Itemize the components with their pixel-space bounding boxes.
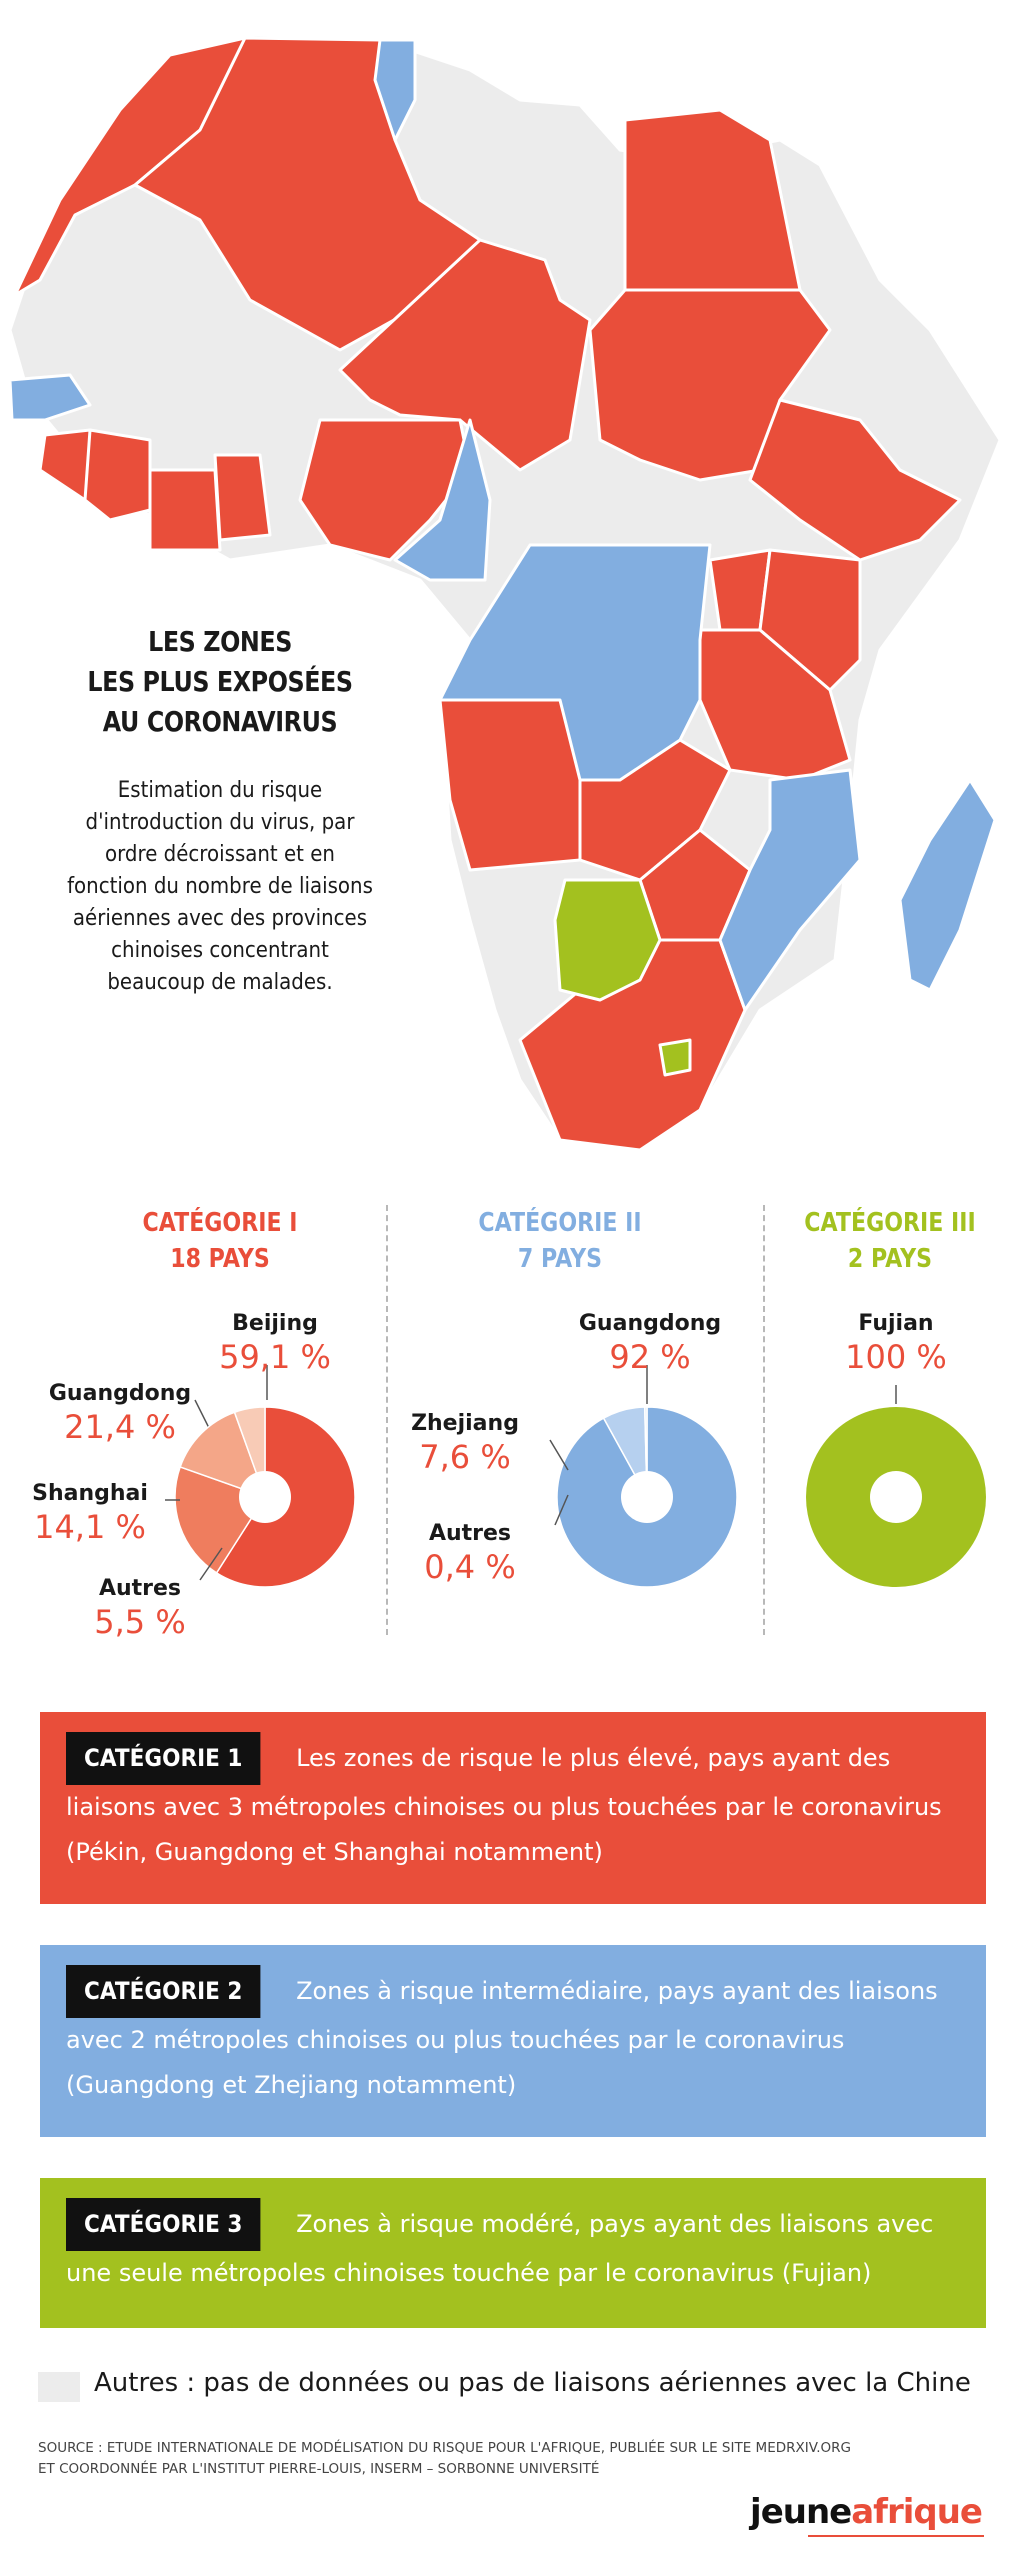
chart-1-label-autres: Autres [99, 1576, 181, 1601]
source-line-2: et coordonnée par l'Institut Pierre-Loui… [38, 2461, 600, 2477]
chart-1-hole [239, 1471, 291, 1523]
chart-2-label-autres: Autres [429, 1521, 511, 1546]
country-benin-togo [393, 418, 492, 582]
country-eswatini [658, 1038, 692, 1077]
chart-1-leader-autres [199, 1547, 223, 1581]
category-3-text: Zones à risque modéré, pays ayant des li… [66, 2210, 934, 2287]
category-3-tag: CATÉGORIE 3 [66, 2198, 261, 2251]
divider-1 [386, 1205, 388, 1635]
chart-3-hole [870, 1471, 922, 1523]
brand-part-2: afrique [851, 2492, 983, 2532]
chart-2-label-zhejiang: Zhejiang [411, 1411, 519, 1436]
category-1-title: CATÉGORIE I [142, 1208, 298, 1238]
category-3-box: CATÉGORIE 3 Zones à risque modéré, pays a… [40, 2178, 986, 2328]
chart-2-value-zhejiang: 7,6 % [419, 1438, 510, 1476]
chart-3-label-fujian: Fujian [858, 1311, 933, 1336]
country-kenya [758, 548, 862, 692]
country-drc [438, 543, 712, 782]
country-ivory-coast [148, 468, 222, 552]
title-line-3: AU CORONAVIRUS [102, 705, 338, 738]
category-2-box: CATÉGORIE 2 Zones à risque intermédiaire,… [40, 1945, 986, 2137]
country-tunisia [373, 38, 417, 142]
category-2-text: Zones à risque intermédiaire, pays ayant… [66, 1977, 938, 2099]
chart-1-label-beijing: Beijing [232, 1311, 318, 1336]
category-2-count: 7 PAYS [517, 1244, 603, 1274]
main-title: LES ZONES LES PLUS EXPOSÉES AU CORONAVIR… [84, 622, 356, 742]
chart-2-label-guangdong: Guangdong [579, 1311, 721, 1336]
category-1-box: CATÉGORIE 1 Les zones de risque le plus é… [40, 1712, 986, 1904]
chart-2-leader-autres [554, 1494, 569, 1526]
category-3-title: CATÉGORIE III [804, 1208, 976, 1238]
country-nigeria [298, 418, 472, 562]
chart-1-value-beijing: 59,1 % [219, 1338, 331, 1376]
category-1-header: CATÉGORIE I 18 PAYS [110, 1205, 331, 1277]
chart-1-label-shanghai: Shanghai [32, 1481, 148, 1506]
chart-2-leader-zhejiang [549, 1439, 569, 1471]
chart-2-value-guangdong: 92 % [609, 1338, 690, 1376]
chart-3-value-fujian: 100 % [845, 1338, 947, 1376]
chart-1-value-shanghai: 14,1 % [34, 1508, 146, 1546]
title-line-2: LES PLUS EXPOSÉES [87, 665, 353, 698]
divider-2 [763, 1205, 765, 1635]
subtitle: Estimation du risque d'introduction du v… [67, 778, 373, 995]
country-mozambique [718, 768, 862, 1012]
category-1-count: 18 PAYS [170, 1244, 270, 1274]
category-2-header: CATÉGORIE II 7 PAYS [450, 1205, 671, 1277]
category-2-title: CATÉGORIE II [478, 1208, 642, 1238]
chart-1-value-guangdong: 21,4 % [64, 1408, 176, 1446]
country-ethiopia [748, 398, 962, 562]
legend-text: Autres : pas de données ou pas de liaiso… [94, 2368, 971, 2398]
chart-2-hole [621, 1471, 673, 1523]
category-2-tag: CATÉGORIE 2 [66, 1965, 261, 2018]
brand-underline [808, 2535, 984, 2537]
category-1-text: Les zones de risque le plus élevé, pays … [66, 1744, 942, 1866]
category-1-tag: CATÉGORIE 1 [66, 1732, 261, 1785]
country-niger [338, 238, 592, 472]
country-madagascar [898, 778, 997, 992]
chart-1-slice-shanghai [179, 1411, 267, 1499]
brand-part-1: jeune [750, 2492, 852, 2532]
title-line-1: LES ZONES [148, 625, 292, 658]
category-3-count: 2 PAYS [847, 1244, 933, 1274]
country-tanzania [698, 628, 852, 782]
chart-1-value-autres: 5,5 % [94, 1603, 185, 1641]
country-gambia [8, 373, 92, 422]
country-egypt [623, 108, 802, 292]
brand-logo: jeuneafrique [750, 2492, 983, 2532]
country-botswana [553, 878, 662, 1002]
legend-swatch-other [38, 2372, 80, 2402]
chart-1-label-guangdong: Guangdong [49, 1381, 191, 1406]
chart-2-value-autres: 0,4 % [424, 1548, 515, 1586]
country-guinea [83, 428, 152, 522]
category-3-header: CATÉGORIE III 2 PAYS [780, 1205, 1001, 1277]
africa-map [8, 33, 1002, 1152]
chart-1-leader-guangdong [194, 1399, 211, 1431]
source: Source : Etude internationale de modélis… [38, 2438, 851, 2480]
source-line-1: Source : Etude internationale de modélis… [38, 2440, 851, 2456]
country-ghana [213, 453, 272, 542]
